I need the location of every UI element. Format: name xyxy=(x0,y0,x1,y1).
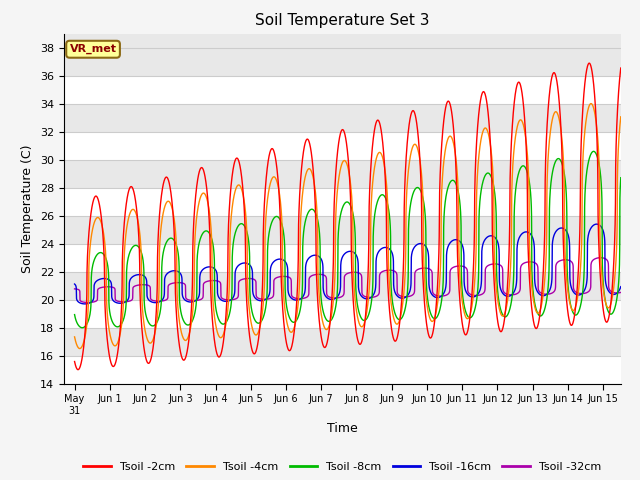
Bar xyxy=(64,300,621,328)
Y-axis label: Soil Temperature (C): Soil Temperature (C) xyxy=(22,144,35,273)
Bar xyxy=(64,328,621,356)
Bar xyxy=(64,272,621,300)
Bar xyxy=(64,244,621,272)
Bar xyxy=(64,48,621,76)
Title: Soil Temperature Set 3: Soil Temperature Set 3 xyxy=(255,13,429,28)
Bar xyxy=(64,104,621,132)
Bar xyxy=(64,132,621,160)
Bar xyxy=(64,76,621,104)
Bar xyxy=(64,188,621,216)
X-axis label: Time: Time xyxy=(327,421,358,434)
Bar xyxy=(64,160,621,188)
Text: VR_met: VR_met xyxy=(70,44,116,54)
Bar xyxy=(64,356,621,384)
Bar xyxy=(64,216,621,244)
Legend: Tsoil -2cm, Tsoil -4cm, Tsoil -8cm, Tsoil -16cm, Tsoil -32cm: Tsoil -2cm, Tsoil -4cm, Tsoil -8cm, Tsoi… xyxy=(79,457,606,477)
